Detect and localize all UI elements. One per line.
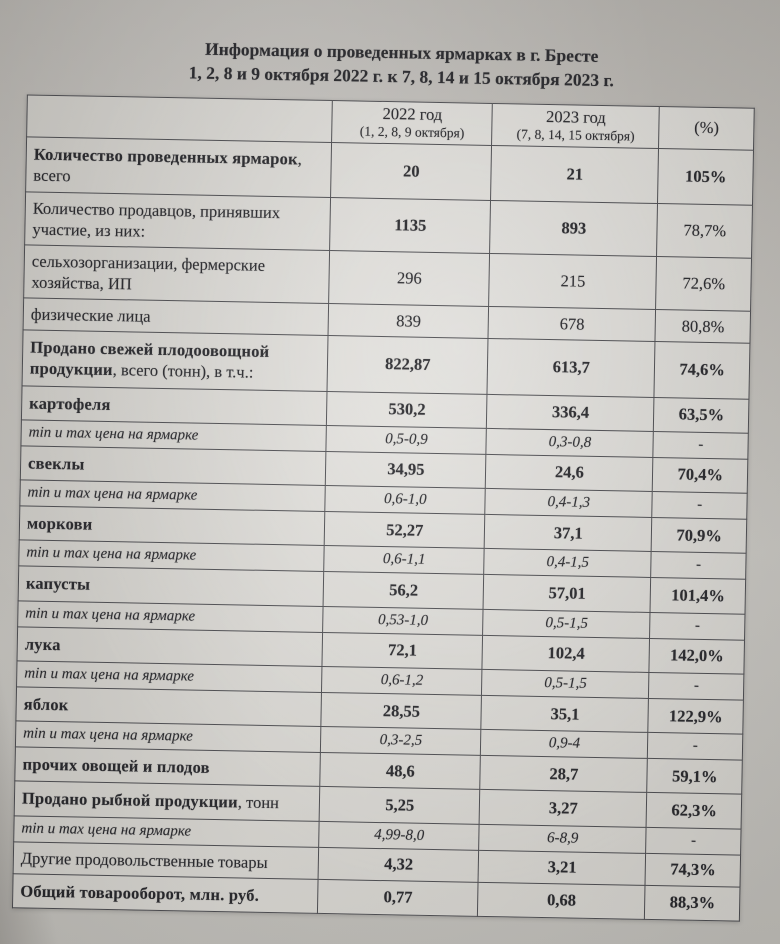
- value-2023: 28,7: [479, 755, 648, 793]
- value-2022: 0,3-2,5: [320, 726, 482, 756]
- header-col-pct: (%): [658, 106, 755, 150]
- value-pct: 142,0%: [649, 638, 745, 675]
- row-label: сельхозорганизации, фермерские хозяйства…: [23, 244, 330, 304]
- value-pct: 78,7%: [656, 203, 753, 259]
- row-label: прочих овощей и плодов: [14, 747, 321, 787]
- value-pct: -: [653, 431, 749, 460]
- fairs-table: 2022 год (1, 2, 8, 9 октября) 2023 год (…: [11, 94, 755, 922]
- row-label: Количество продавцов, принявших участие,…: [24, 191, 331, 251]
- value-2023: 336,4: [486, 394, 655, 432]
- pct-header-label: (%): [694, 117, 720, 138]
- value-pct: 63,5%: [653, 397, 749, 433]
- value-2023: 613,7: [487, 338, 656, 398]
- header-col-2022: 2022 год (1, 2, 8, 9 октября): [331, 100, 493, 146]
- dates-2023-label: (7, 8, 14, 15 октября): [516, 126, 635, 144]
- fair-table-body: Количество проведенных ярмарок, всего 20 2…: [12, 136, 754, 922]
- value-pct: 122,9%: [648, 698, 744, 735]
- value-pct: -: [652, 491, 748, 520]
- value-pct: 105%: [657, 148, 754, 206]
- value-2022: 52,27: [324, 511, 486, 549]
- value-2023: 0,68: [477, 882, 646, 920]
- value-pct: 62,3%: [646, 792, 742, 829]
- row-label: яблок: [15, 686, 322, 727]
- value-pct: 72,6%: [656, 256, 752, 312]
- value-2022: 0,6-1,0: [325, 485, 486, 515]
- title-line-2: 1, 2, 8 и 9 октября 2022 г. к 7, 8, 14 и…: [188, 62, 615, 91]
- value-2022: 296: [328, 250, 490, 307]
- value-pct: -: [647, 732, 743, 761]
- paper-sheet: Информация о проведенных ярмарках в г. Б…: [11, 33, 756, 922]
- value-pct: 80,8%: [655, 309, 751, 344]
- value-2023: 0,5-1,5: [482, 608, 651, 639]
- value-2022: 34,95: [325, 451, 487, 489]
- value-2023: 37,1: [484, 514, 653, 552]
- value-2022: 0,53-1,0: [322, 606, 484, 636]
- value-2023: 893: [489, 200, 658, 257]
- value-2023: 102,4: [482, 635, 650, 673]
- value-2023: 3,27: [479, 789, 648, 827]
- value-2023: 35,1: [481, 695, 649, 733]
- year-2022-label: 2022 год: [382, 104, 443, 125]
- value-2023: 21: [490, 145, 659, 204]
- row-label: свеклы: [20, 445, 327, 486]
- value-2022: 4,32: [318, 847, 479, 883]
- value-2022: 28,55: [321, 692, 482, 730]
- value-2022: 56,2: [323, 571, 484, 609]
- value-2022: 839: [328, 303, 489, 339]
- value-2022: 4,99-8,0: [318, 821, 480, 851]
- row-label: Общий товарооборот, млн. руб.: [12, 873, 319, 914]
- value-2023: 0,4-1,3: [485, 488, 653, 518]
- dates-2022-label: (1, 2, 8, 9 октября): [359, 123, 465, 141]
- header-stub-cell: [26, 95, 333, 143]
- value-2023: 0,9-4: [480, 729, 649, 759]
- value-pct: -: [649, 612, 745, 640]
- value-2023: 678: [488, 306, 657, 342]
- value-2022: 530,2: [326, 391, 488, 429]
- document-title: Информация о проведенных ярмарках в г. Б…: [57, 34, 746, 95]
- value-2022: 0,6-1,1: [324, 545, 485, 575]
- row-label: моркови: [19, 506, 326, 546]
- value-2022: 0,77: [317, 879, 479, 917]
- value-2022: 72,1: [322, 632, 483, 670]
- value-2023: 0,5-1,5: [481, 669, 650, 699]
- value-2022: 48,6: [320, 752, 481, 790]
- value-2022: 5,25: [319, 786, 480, 824]
- value-pct: 74,3%: [645, 853, 741, 888]
- value-2022: 20: [330, 142, 492, 201]
- value-pct: 70,9%: [651, 517, 747, 554]
- row-label: лука: [17, 626, 323, 667]
- row-label: капусты: [18, 566, 325, 607]
- value-2023: 215: [488, 253, 657, 310]
- title-line-1: Информация о проведенных ярмарках в г. Б…: [204, 38, 599, 66]
- value-2023: 6-8,9: [478, 823, 647, 854]
- value-2022: 1135: [329, 197, 491, 254]
- row-label: картофеля: [21, 385, 328, 426]
- value-2023: 3,21: [478, 850, 647, 886]
- value-2022: 822,87: [327, 335, 489, 395]
- value-2022: 0,6-1,2: [321, 666, 483, 696]
- value-2023: 0,3-0,8: [486, 428, 654, 458]
- row-label: Продано рыбной продукции, тонн: [14, 781, 321, 822]
- value-2023: 0,4-1,5: [483, 548, 652, 578]
- row-label: Продано свежей плодоовощной продукции, в…: [22, 330, 329, 392]
- value-pct: 70,4%: [652, 457, 748, 494]
- value-pct: 101,4%: [650, 577, 746, 614]
- value-pct: 88,3%: [644, 885, 740, 922]
- value-2023: 24,6: [485, 454, 654, 492]
- value-pct: -: [646, 826, 742, 855]
- row-label: Количество проведенных ярмарок, всего: [25, 136, 332, 198]
- value-pct: -: [651, 551, 747, 580]
- value-pct: 59,1%: [647, 758, 743, 795]
- value-2023: 57,01: [483, 574, 652, 613]
- header-col-2023: 2023 год (7, 8, 14, 15 октября): [491, 103, 660, 149]
- value-pct: -: [648, 672, 744, 701]
- value-2022: 0,5-0,9: [326, 425, 487, 455]
- value-pct: 74,6%: [654, 341, 750, 399]
